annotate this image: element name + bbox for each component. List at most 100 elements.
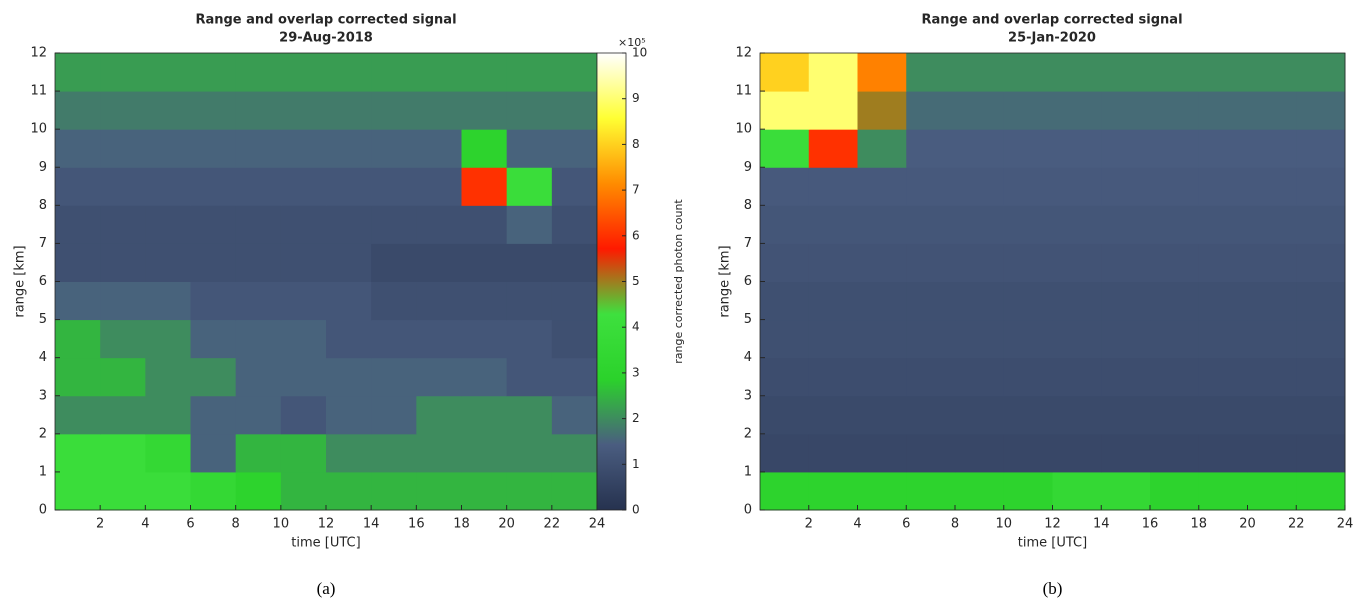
heatmap-cell bbox=[280, 53, 327, 92]
y-tick-label: 9 bbox=[744, 160, 752, 175]
heatmap-cell bbox=[100, 167, 146, 206]
heatmap-cell bbox=[100, 129, 146, 168]
heatmap-cell bbox=[145, 53, 191, 92]
heatmap-cell bbox=[55, 281, 101, 321]
heatmap-cell bbox=[280, 243, 327, 282]
x-tick-label: 14 bbox=[1093, 517, 1110, 532]
x-tick-label: 2 bbox=[96, 517, 104, 532]
heatmap-cell bbox=[1150, 357, 1200, 397]
heatmap-cell bbox=[190, 243, 237, 282]
heatmap-cell bbox=[1101, 395, 1151, 435]
heatmap-cell bbox=[371, 243, 417, 282]
heatmap-cell bbox=[1198, 167, 1248, 206]
heatmap-cell bbox=[906, 243, 956, 282]
heatmap-cell bbox=[1247, 167, 1297, 206]
heatmap-cell bbox=[416, 357, 462, 397]
chart-subtitle: 25-Jan-2020 bbox=[1008, 31, 1096, 46]
heatmap-cell bbox=[1247, 433, 1297, 473]
y-tick-label: 4 bbox=[744, 350, 752, 365]
heatmap-cell bbox=[506, 243, 553, 282]
heatmap-cell bbox=[371, 281, 417, 321]
heatmap-cell bbox=[461, 91, 508, 130]
heatmap-cell bbox=[1247, 281, 1297, 321]
heatmap-cell bbox=[906, 205, 956, 244]
heatmap-cell bbox=[857, 205, 907, 244]
heatmap-cell bbox=[461, 357, 508, 397]
heatmap-cell bbox=[906, 91, 956, 130]
heatmap-cell bbox=[1247, 205, 1297, 244]
heatmap-cell bbox=[100, 357, 146, 397]
y-axis-label: range [km] bbox=[13, 245, 28, 317]
y-tick-label: 5 bbox=[39, 312, 47, 327]
heatmap-cell bbox=[145, 167, 191, 206]
heatmap-cell bbox=[1198, 319, 1248, 359]
heatmap-cell bbox=[280, 471, 327, 511]
heatmap-cell bbox=[55, 91, 101, 130]
heatmap-cell bbox=[235, 53, 282, 92]
heatmap-cell bbox=[1296, 319, 1346, 359]
heatmap-cell bbox=[857, 91, 907, 130]
heatmap-cell bbox=[190, 281, 237, 321]
heatmap-cell bbox=[1198, 243, 1248, 282]
heatmap-cell bbox=[55, 205, 101, 244]
x-tick-label: 24 bbox=[589, 517, 606, 532]
heatmap-cell bbox=[906, 129, 956, 168]
heatmap-cell bbox=[857, 129, 907, 168]
heatmap-cell bbox=[461, 433, 508, 473]
heatmap-cell bbox=[906, 319, 956, 359]
heatmap-cell bbox=[1052, 395, 1102, 435]
heatmap-cell bbox=[1198, 129, 1248, 168]
heatmap-cell bbox=[1247, 53, 1297, 92]
heatmap-cell bbox=[55, 357, 101, 397]
y-tick-label: 6 bbox=[39, 274, 47, 289]
heatmap-cell bbox=[326, 281, 372, 321]
heatmap-cell bbox=[857, 281, 907, 321]
heatmap-cell bbox=[506, 53, 553, 92]
heatmap-cell bbox=[551, 395, 598, 435]
heatmap-cell bbox=[100, 53, 146, 92]
heatmap-cell bbox=[145, 395, 191, 435]
heatmap-cell bbox=[857, 243, 907, 282]
heatmap-cell bbox=[235, 129, 282, 168]
y-tick-label: 1 bbox=[39, 464, 47, 479]
colorbar bbox=[596, 52, 627, 511]
heatmap-cell bbox=[551, 281, 598, 321]
heatmap-cell bbox=[235, 281, 282, 321]
heatmap-cell bbox=[760, 357, 810, 397]
heatmap-cell bbox=[955, 319, 1005, 359]
heatmap-cell bbox=[100, 281, 146, 321]
heatmap-cell bbox=[1052, 281, 1102, 321]
heatmap-cell bbox=[1150, 91, 1200, 130]
heatmap-cell bbox=[1198, 395, 1248, 435]
y-tick-label: 0 bbox=[744, 503, 752, 518]
x-tick-label: 20 bbox=[498, 517, 515, 532]
heatmap-cell bbox=[371, 53, 417, 92]
heatmap-cell bbox=[190, 357, 237, 397]
heatmap-cell bbox=[1052, 433, 1102, 473]
heatmap-cell bbox=[1101, 243, 1151, 282]
heatmap-cell bbox=[1247, 471, 1297, 511]
heatmap-cell bbox=[906, 433, 956, 473]
heatmap-cell bbox=[1150, 395, 1200, 435]
y-tick-label: 2 bbox=[39, 426, 47, 441]
x-tick-label: 24 bbox=[1337, 517, 1354, 532]
heatmap-cell bbox=[280, 167, 327, 206]
heatmap-cell bbox=[55, 243, 101, 282]
heatmap-cell bbox=[326, 357, 372, 397]
heatmap-cell bbox=[280, 91, 327, 130]
x-tick-label: 20 bbox=[1239, 517, 1256, 532]
heatmap-cell bbox=[326, 243, 372, 282]
heatmap-cell bbox=[506, 205, 553, 244]
y-tick-label: 11 bbox=[30, 84, 47, 99]
heatmap-cell bbox=[857, 433, 907, 473]
heatmap-cell bbox=[1150, 433, 1200, 473]
heatmap-cell bbox=[1101, 167, 1151, 206]
heatmap-cell bbox=[955, 395, 1005, 435]
heatmap-cell bbox=[1052, 167, 1102, 206]
heatmap-cell bbox=[1198, 91, 1248, 130]
colorbar-tick-label: 0 bbox=[632, 503, 640, 517]
x-tick-label: 6 bbox=[186, 517, 194, 532]
heatmap-cell bbox=[326, 433, 372, 473]
heatmap-cell bbox=[416, 129, 462, 168]
x-tick-label: 14 bbox=[363, 517, 380, 532]
